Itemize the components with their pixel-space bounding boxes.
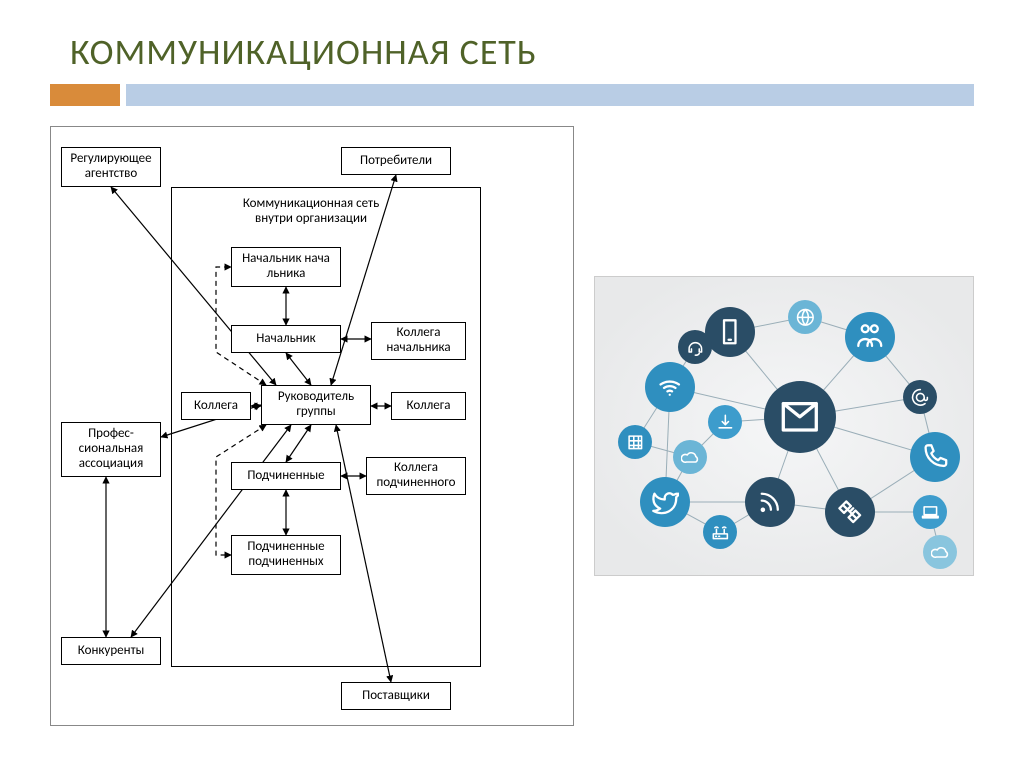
illustration-pane	[594, 126, 974, 726]
laptop-icon	[913, 495, 947, 529]
diagram-box-colleague_right: Коллега	[391, 392, 466, 420]
org-diagram: Коммуникационная сеть внутри организации…	[50, 126, 574, 726]
handset-icon	[910, 432, 960, 482]
communication-network-illustration	[594, 276, 974, 576]
diagram-box-regulating: Регулирующееагентство	[61, 147, 161, 187]
diagram-box-prof_assoc: Профес-сиональнаяассоциация	[61, 422, 161, 477]
slide-title: КОММУНИКАЦИОННАЯ СЕТЬ	[70, 30, 974, 74]
diagram-box-col_boss: Коллеганачальника	[371, 322, 466, 360]
diagram-box-subordinates: Подчиненные	[231, 462, 341, 490]
diagram-box-col_sub: Коллегаподчиненного	[366, 457, 466, 495]
mobile-icon	[705, 307, 755, 357]
wifi-icon	[645, 362, 695, 412]
inner-frame-label: Коммуникационная сеть внутри организации	[231, 197, 391, 227]
router-icon	[703, 515, 737, 549]
diagram-box-competitors: Конкуренты	[61, 637, 161, 665]
globe-icon	[788, 300, 822, 334]
diagram-box-leader: Руководительгруппы	[261, 385, 371, 425]
mail-icon	[764, 381, 836, 453]
accent-bar-blue	[126, 84, 974, 106]
at-icon	[903, 380, 937, 414]
cloud-icon	[673, 440, 707, 474]
diagram-box-sub_sub: Подчиненныеподчиненных	[231, 535, 341, 575]
diagram-box-boss: Начальник	[231, 325, 341, 353]
download-icon	[708, 405, 742, 439]
diagram-box-colleague_left: Коллега	[181, 392, 251, 420]
headset-icon	[678, 330, 712, 364]
divider-bar	[50, 84, 974, 106]
diagram-box-consumers: Потребители	[341, 147, 451, 175]
grid-icon	[618, 425, 652, 459]
people-icon	[845, 312, 895, 362]
cloud-icon	[923, 535, 957, 569]
diagram-box-suppliers: Поставщики	[341, 682, 451, 710]
satellite-icon	[825, 487, 875, 537]
rss-icon	[745, 477, 795, 527]
accent-bar-orange	[50, 84, 120, 106]
diagram-box-boss_boss: Начальник начальника	[231, 247, 341, 287]
bird-icon	[640, 477, 690, 527]
